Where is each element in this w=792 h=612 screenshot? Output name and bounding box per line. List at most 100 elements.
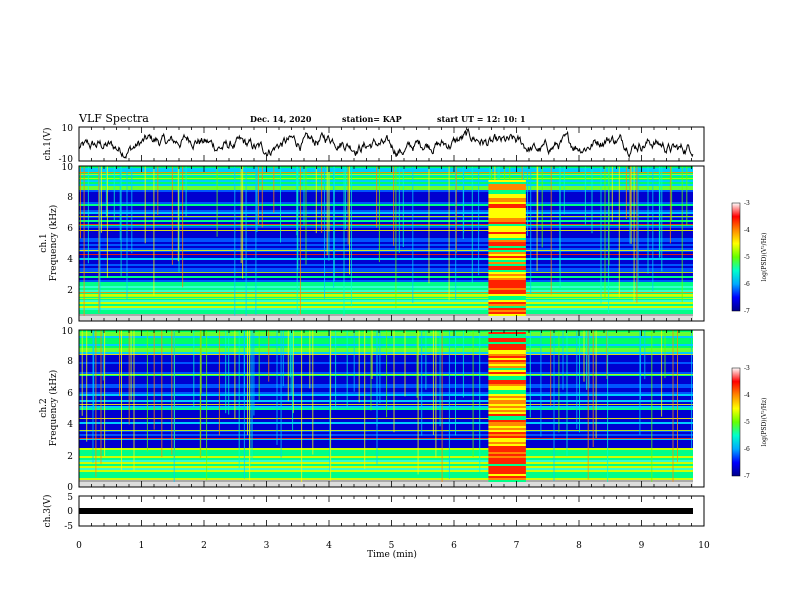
burst-band (488, 408, 526, 410)
burst-band (488, 302, 526, 304)
spectrogram-line (79, 298, 693, 299)
burst-band (488, 396, 526, 398)
spectrogram-band (79, 466, 693, 468)
sferic-stripe (81, 330, 83, 416)
sferic-stripe (346, 330, 348, 408)
burst-band (488, 180, 526, 182)
sferic-stripe (526, 166, 528, 236)
ch1-colorbar-tick: -7 (744, 308, 750, 315)
spectrogram-band (79, 446, 693, 448)
burst-band (488, 392, 526, 394)
burst-band (488, 350, 526, 352)
sferic-stripe (255, 166, 257, 315)
spectrogram-band (79, 334, 693, 336)
sferic-stripe (416, 330, 418, 398)
sferic-stripe (647, 166, 649, 274)
burst-band (488, 238, 526, 240)
sferic-stripe (618, 166, 620, 298)
sferic-stripe (691, 330, 693, 449)
spectrogram-band (79, 358, 693, 360)
time-tick-label: 4 (326, 541, 332, 551)
burst-band (488, 276, 526, 278)
start-time-label: start UT = 12: 10: 1 (437, 114, 526, 124)
spectrogram-band (79, 474, 693, 476)
burst-band (488, 198, 526, 200)
burst-band (488, 426, 526, 428)
spectrogram-band (79, 190, 693, 192)
burst-band (488, 412, 526, 414)
sferic-stripe (121, 330, 122, 471)
ch1-colorbar-tick: -5 (744, 254, 750, 261)
burst-band (488, 366, 526, 368)
sferic-stripe (428, 166, 430, 284)
ch1-ytick-bottom: -10 (59, 155, 74, 165)
sferic-stripe (349, 166, 350, 275)
spectrogram-line (79, 178, 693, 179)
sferic-stripe (677, 330, 678, 462)
spectrogram-band (79, 182, 693, 184)
spectrogram-band (79, 226, 693, 228)
spectrogram-band (79, 396, 693, 398)
burst-band (488, 474, 526, 476)
sferic-stripe (530, 166, 532, 294)
sferic-stripe (472, 330, 474, 457)
spectrogram-band (79, 336, 693, 338)
sferic-stripe (258, 330, 260, 401)
sferic-stripe (630, 166, 632, 244)
burst-band (488, 388, 526, 390)
ch1-colorbar-label: log(PSD)(V²/Hz) (761, 233, 768, 282)
spectrogram-band (79, 332, 693, 334)
sferic-stripe (243, 330, 245, 402)
burst-band (488, 404, 526, 406)
sferic-stripe (651, 330, 653, 484)
spectrogram-band (79, 440, 693, 442)
sferic-stripe (600, 166, 602, 304)
burst-band (488, 260, 526, 262)
ch1-spectrogram-panel: ch.1 Frequency (kHz) 0 2 4 6 8 10 -3 -4 … (39, 163, 768, 327)
sferic-stripe (161, 330, 163, 457)
spectrogram-line (79, 374, 693, 375)
burst-band (488, 436, 526, 438)
spectrogram-line (79, 404, 693, 405)
burst-band (488, 360, 526, 362)
spectrogram-band (79, 448, 693, 450)
sferic-stripe (253, 330, 255, 416)
burst-band (488, 434, 526, 436)
time-axis-ticks (78, 127, 705, 526)
sferic-stripe (128, 330, 130, 425)
sferic-stripe (353, 330, 355, 392)
sferic-stripe (462, 330, 464, 398)
burst-band (488, 218, 526, 220)
burst-band (488, 420, 526, 422)
burst-band (488, 390, 526, 392)
burst-band (488, 452, 526, 454)
sferic-stripe (312, 330, 314, 455)
spectrogram-band (79, 394, 693, 396)
sferic-stripe (637, 166, 639, 286)
spectrogram-band (79, 184, 693, 186)
ch2-colorbar-tick: -6 (744, 446, 750, 453)
sferic-stripe (471, 166, 473, 283)
spectrogram-band (79, 290, 693, 292)
burst-band (488, 394, 526, 396)
burst-band (488, 380, 526, 382)
sferic-stripe (292, 330, 294, 432)
sferic-stripe (287, 330, 289, 401)
sferic-stripe (126, 166, 128, 300)
sferic-stripe (242, 166, 244, 279)
spectrogram-band (79, 458, 693, 460)
sferic-stripe (245, 166, 247, 318)
time-tick-label: 7 (514, 541, 520, 551)
burst-band (488, 300, 526, 302)
spectrogram-band (79, 410, 693, 412)
burst-band (488, 264, 526, 266)
sferic-stripe (629, 166, 631, 218)
sferic-stripe (93, 330, 95, 411)
burst-band (488, 236, 526, 238)
burst-band (488, 460, 526, 462)
sferic-stripe (671, 166, 673, 222)
time-tick-label: 3 (264, 541, 270, 551)
sferic-stripe (206, 330, 208, 481)
spectrogram-band (79, 348, 693, 350)
spectrogram-band (79, 288, 693, 290)
